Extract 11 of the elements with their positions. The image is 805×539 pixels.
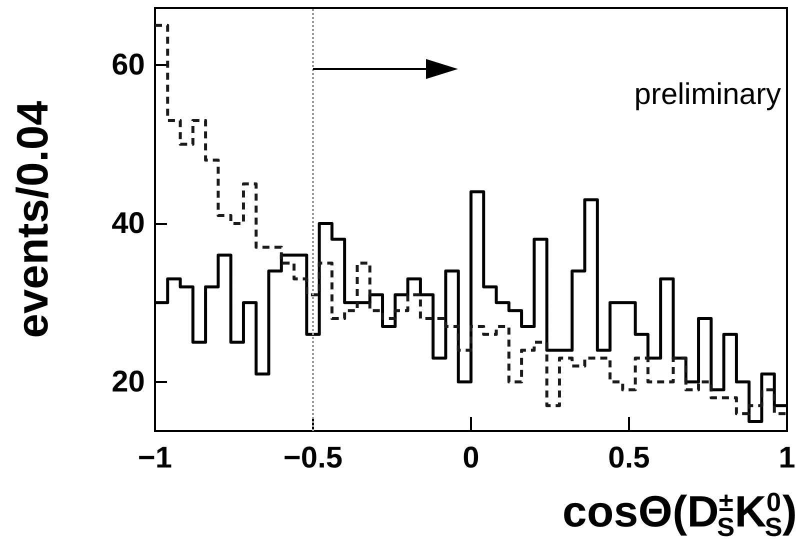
y-tick-label: 40: [112, 206, 145, 240]
x-tick-label: −0.5: [283, 442, 343, 474]
x-tick-label: 0.5: [608, 442, 650, 474]
x-tick-label: −1: [138, 442, 172, 474]
y-axis-title: events/0.04: [8, 100, 58, 338]
x-tick-label: 0: [462, 442, 480, 474]
y-tick-label: 60: [112, 48, 145, 82]
x-axis-title: cosΘ(D$^{±}$$_{S}$K$^{0}$$_{S}$): [562, 486, 797, 539]
y-tick-label: 20: [112, 365, 145, 398]
annotation: preliminary: [634, 78, 781, 112]
x-tick-label: 1: [778, 442, 796, 474]
